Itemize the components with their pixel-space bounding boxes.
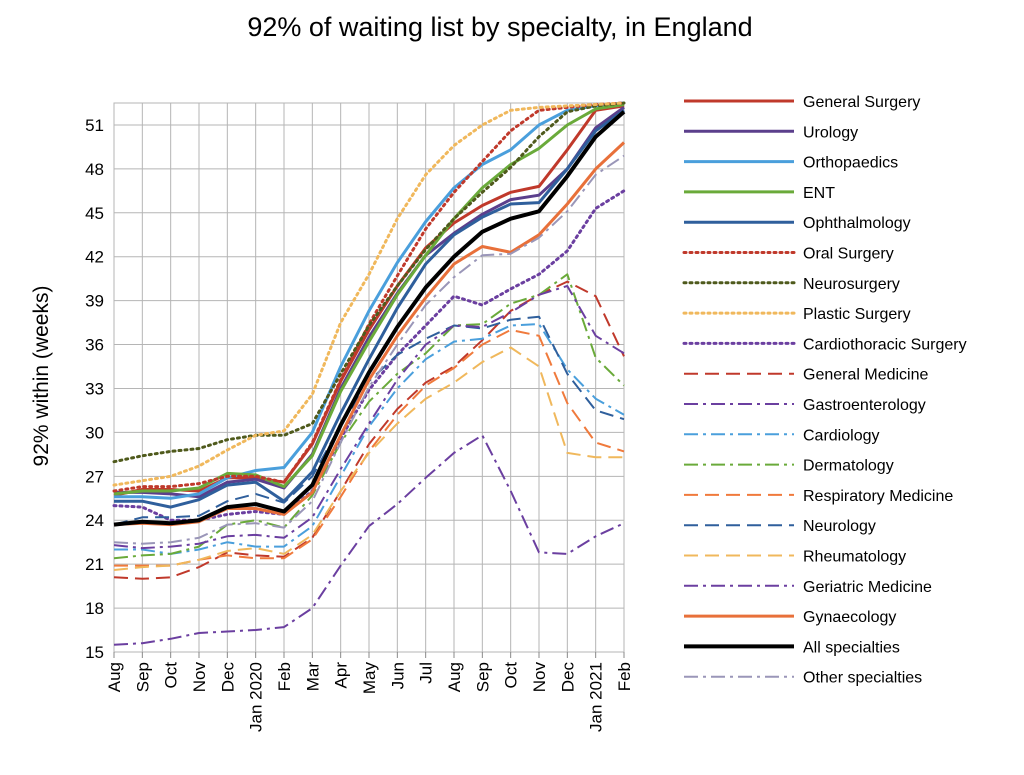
- x-tick-label: Nov: [190, 662, 209, 693]
- x-tick-label: Sep: [133, 662, 152, 692]
- y-tick-label: 24: [85, 511, 104, 530]
- series-line: [112, 101, 626, 493]
- series-line: [113, 434, 625, 646]
- x-tick-label: Dec: [218, 662, 237, 693]
- legend-label: Oral Surgery: [803, 246, 894, 263]
- y-tick-label: 36: [85, 336, 104, 355]
- legend-label: Gastroenterology: [803, 397, 926, 414]
- y-tick-label: 42: [85, 248, 104, 267]
- legend: General Surgery Urology Orthopaedics ENT Oph…: [682, 94, 967, 687]
- legend-label: ENT: [803, 185, 835, 202]
- legend-label: Orthopaedics: [803, 155, 898, 172]
- x-tick-label: Oct: [502, 662, 521, 689]
- y-tick-label: 51: [85, 116, 104, 135]
- legend-label: Rheumatology: [803, 549, 906, 566]
- series-line: [113, 103, 625, 496]
- chart-title: 92% of waiting list by specialty, in Eng…: [247, 12, 752, 42]
- x-tick-label: Aug: [105, 662, 124, 692]
- series-line: [114, 106, 625, 499]
- y-tick-label: 30: [85, 423, 104, 442]
- axes: 15 18 21 24 27 30 33 36 39 42 45 48 51 Aug Sep Oct Nov De…: [85, 116, 634, 732]
- y-tick-label: 27: [85, 467, 104, 486]
- series-lines: [112, 101, 626, 646]
- series-line: [113, 273, 625, 560]
- x-tick-label: Jan 2020: [247, 662, 266, 732]
- legend-label: Urology: [803, 124, 858, 141]
- x-tick-label: Feb: [615, 662, 634, 691]
- legend-label: Plastic Surgery: [803, 306, 911, 323]
- x-tick-label: Jun: [388, 662, 407, 689]
- series-line: [114, 101, 625, 500]
- y-tick-label: 33: [85, 379, 104, 398]
- y-tick-label: 45: [85, 204, 104, 223]
- legend-label: Neurosurgery: [803, 276, 900, 293]
- y-tick-label: 15: [85, 643, 104, 662]
- series-line: [113, 154, 625, 545]
- grid: [113, 102, 625, 653]
- x-tick-label: Feb: [275, 662, 294, 691]
- x-tick-label: Nov: [530, 662, 549, 693]
- series-line: [112, 101, 626, 464]
- y-tick-label: 48: [85, 160, 104, 179]
- legend-label: General Surgery: [803, 94, 920, 111]
- legend-label: All specialties: [803, 639, 900, 656]
- series-line: [113, 110, 626, 527]
- series-line: [114, 109, 625, 509]
- y-tick-label: 21: [85, 555, 104, 574]
- x-tick-label: Oct: [162, 662, 181, 689]
- x-tick-label: Aug: [445, 662, 464, 692]
- y-tick-label: 18: [85, 599, 104, 618]
- legend-label: Dermatology: [803, 458, 894, 475]
- legend-label: Other specialties: [803, 670, 922, 687]
- legend-label: Neurology: [803, 518, 876, 535]
- series-line: [112, 101, 626, 487]
- legend-label: Cardiothoracic Surgery: [803, 336, 967, 353]
- legend-label: General Medicine: [803, 367, 929, 384]
- y-tick-label: 39: [85, 292, 104, 311]
- x-tick-label: May: [360, 662, 379, 695]
- series-line: [112, 189, 626, 522]
- x-tick-label: Jan 2021: [587, 662, 606, 732]
- legend-label: Gynaecology: [803, 609, 896, 626]
- x-tick-label: Mar: [303, 662, 322, 692]
- legend-label: Geriatric Medicine: [803, 579, 932, 596]
- series-line: [113, 346, 624, 571]
- series-line: [114, 323, 625, 555]
- series-line: [113, 285, 625, 550]
- legend-label: Ophthalmology: [803, 215, 911, 232]
- y-axis-label: 92% within (weeks): [30, 286, 53, 467]
- x-tick-label: Sep: [473, 662, 492, 692]
- x-tick-label: Jul: [417, 662, 436, 684]
- x-tick-label: Apr: [332, 662, 351, 689]
- legend-label: Respiratory Medicine: [803, 488, 953, 505]
- series-line: [113, 104, 625, 497]
- legend-label: Cardiology: [803, 427, 879, 444]
- x-tick-label: Dec: [558, 662, 577, 693]
